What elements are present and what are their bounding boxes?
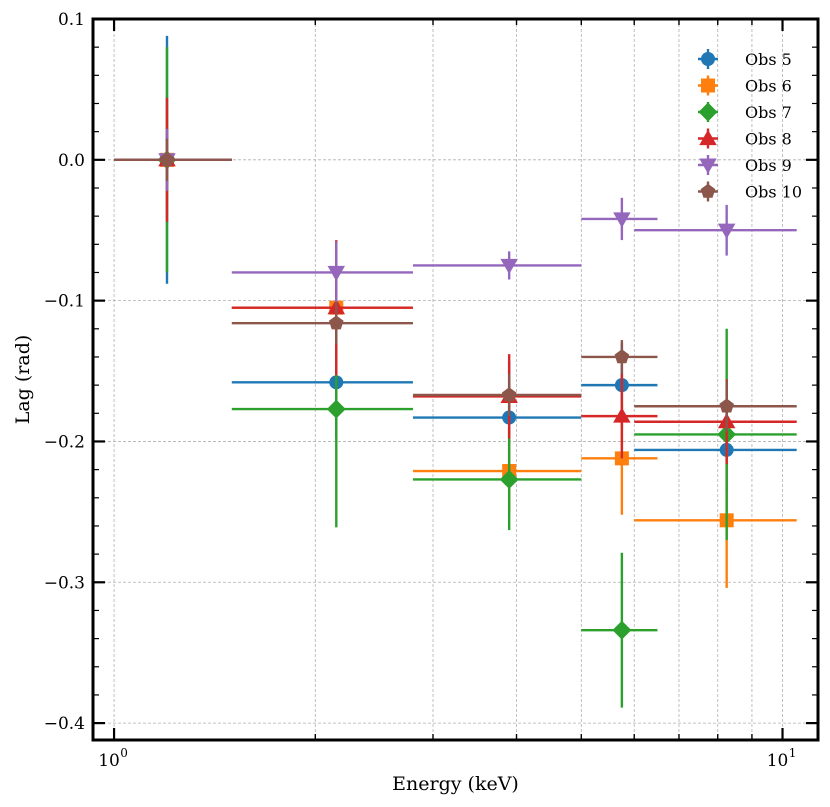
legend-label: Obs 10 [745, 183, 802, 202]
legend-entry: Obs 8 [698, 128, 792, 149]
legend-marker [699, 158, 717, 174]
legend-marker [701, 78, 715, 93]
legend-label: Obs 8 [745, 130, 792, 149]
legend-label: Obs 5 [745, 50, 792, 69]
x-tick-label: 10 [98, 751, 120, 771]
data-point [326, 399, 346, 419]
x-axis-label: Energy (keV) [392, 773, 519, 795]
legend-marker [701, 52, 715, 66]
series-obs-10 [114, 138, 797, 432]
y-axis-label: Lag (rad) [12, 335, 34, 425]
data-point [613, 212, 631, 228]
plot-frame [91, 17, 820, 742]
legend-entry: Obs 6 [698, 75, 792, 96]
y-tick-label: 0.0 [58, 151, 85, 171]
legend: Obs 5 Obs 6 Obs 7 Obs 8 Obs 9 Obs 10 [698, 49, 802, 202]
data-point [612, 620, 632, 640]
axis-ticks: 10 0 10 10.10.0−0.1−0.2−0.3−0.4 [44, 10, 818, 771]
y-tick-label: −0.3 [44, 573, 85, 593]
legend-label: Obs 7 [745, 103, 792, 122]
y-tick-label: −0.4 [44, 714, 85, 734]
data-point [717, 223, 736, 239]
legend-marker [698, 102, 718, 122]
y-tick-label: −0.1 [44, 292, 85, 312]
data-point [719, 398, 734, 413]
x-tick-label: 10 [767, 751, 789, 771]
x-tick-label-exponent: 1 [789, 746, 797, 760]
legend-marker [700, 183, 716, 198]
x-tick-label-exponent: 0 [120, 746, 128, 760]
legend-label: Obs 9 [745, 156, 792, 175]
data-point [614, 349, 630, 364]
legend-entry: Obs 7 [698, 102, 792, 122]
data-point [327, 265, 346, 282]
y-tick-label: 0.1 [58, 10, 85, 30]
legend-label: Obs 6 [745, 77, 792, 96]
data-point [159, 152, 175, 167]
legend-entry: Obs 5 [698, 49, 792, 69]
data-point [328, 315, 344, 330]
data-series [114, 35, 797, 708]
y-tick-label: −0.2 [44, 432, 85, 452]
legend-marker [699, 129, 717, 146]
legend-entry: Obs 9 [698, 155, 792, 175]
data-point [500, 258, 518, 275]
data-point [501, 387, 517, 402]
data-point [613, 407, 631, 423]
data-point [499, 470, 519, 489]
legend-entry: Obs 10 [698, 181, 802, 202]
